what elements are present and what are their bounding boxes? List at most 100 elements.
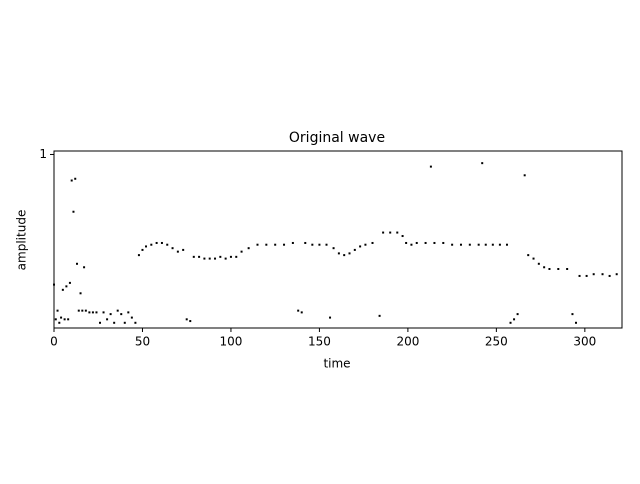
data-point [468,243,471,246]
data-point [99,321,102,324]
data-point [332,247,335,250]
data-point [442,241,445,244]
data-point [109,313,112,316]
data-point [224,257,227,260]
data-point [433,241,436,244]
data-point [337,252,340,255]
x-tick-label: 300 [573,335,596,349]
data-point [532,257,535,260]
data-point [123,321,126,324]
data-point [297,309,300,312]
data-point [113,321,116,324]
data-point [185,318,188,321]
data-point [509,321,512,324]
data-point [70,179,73,182]
data-point [304,241,307,244]
data-point [592,273,595,276]
data-point [329,316,332,319]
data-point [353,248,356,251]
data-point [120,313,123,316]
data-point [405,241,408,244]
data-point [348,252,351,255]
data-point [88,311,91,314]
data-point [145,245,148,248]
data-point [81,309,84,312]
data-point [527,254,530,257]
data-point [491,243,494,246]
data-point [54,318,57,321]
data-point [203,257,206,260]
data-point [74,177,77,180]
data-point [229,255,232,258]
data-point [61,288,64,291]
data-point [95,311,98,314]
y-axis-label: amplitude [15,210,29,271]
data-point [274,243,277,246]
data-point [311,243,314,246]
data-point [548,268,551,270]
data-point [160,241,163,244]
data-point [150,243,153,246]
x-tick-label: 100 [219,335,242,349]
data-point [498,243,501,246]
x-tick-label: 200 [396,335,419,349]
data-point [505,243,508,246]
data-point [137,254,140,257]
data-point [429,165,432,168]
data-point [134,321,137,324]
data-point [84,309,87,312]
chart-title: Original wave [289,130,385,146]
data-point [182,248,185,251]
x-tick-label: 50 [135,335,150,349]
data-point [513,318,516,321]
data-point [83,266,86,269]
data-point [192,255,195,258]
data-point [76,262,79,265]
data-point [219,255,222,258]
data-point [578,274,581,277]
data-point [543,266,546,269]
plot-area [53,162,618,324]
x-tick-label: 250 [485,335,508,349]
data-point [214,257,217,260]
data-point [116,309,119,312]
data-point [189,320,192,323]
data-point [359,245,362,248]
x-tick-label: 150 [308,335,331,349]
y-tick-label: 1 [39,147,47,161]
data-point [382,231,385,234]
data-point [240,250,243,253]
data-point [371,241,374,244]
data-point [537,262,540,265]
data-point [566,268,569,270]
data-point [56,309,59,312]
data-point [389,231,392,234]
data-point [415,241,418,244]
data-point [106,318,109,321]
x-axis-label: time [323,357,350,371]
data-point [171,247,174,250]
data-point [208,257,211,260]
data-point [396,231,399,234]
data-point [401,235,404,238]
data-point [265,243,268,246]
data-point [523,174,526,177]
data-point [318,243,321,246]
data-point [557,268,560,270]
data-point [60,316,63,319]
data-point [615,273,618,276]
data-point [166,243,169,246]
data-point [300,311,303,314]
data-point [77,309,80,312]
data-point [67,318,70,321]
data-point [574,321,577,324]
data-point [410,243,413,246]
data-point [608,274,611,277]
data-point [68,281,71,284]
data-point [155,241,158,244]
data-point [378,314,381,317]
data-point [65,285,68,288]
data-point [141,248,144,251]
